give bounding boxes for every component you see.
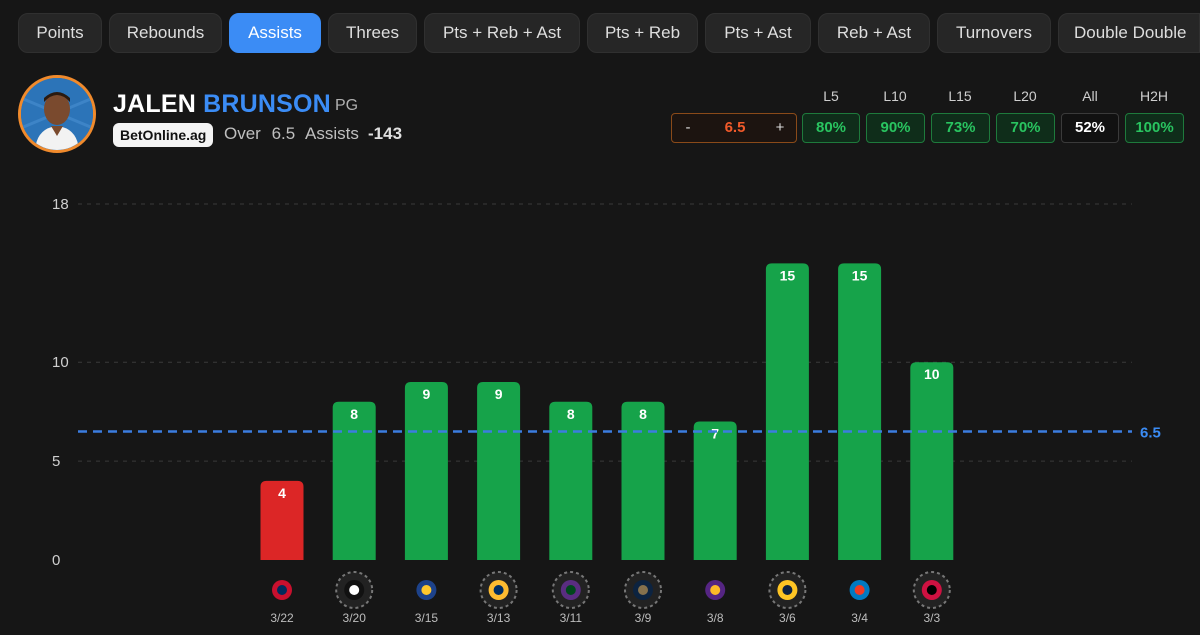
hit-rate-l20[interactable]: 70% [996, 113, 1055, 143]
tab-turnovers[interactable]: Turnovers [937, 13, 1051, 53]
date-label: 3/3 [923, 611, 940, 625]
bar-3-8[interactable] [693, 421, 737, 560]
tab-assists[interactable]: Assists [229, 13, 321, 53]
tab-pts-reb-ast[interactable]: Pts + Reb + Ast [424, 13, 580, 53]
date-label: 3/4 [851, 611, 868, 625]
bar-value-label: 8 [567, 406, 575, 422]
prop-line: 6.5 [271, 124, 296, 143]
player-last-name: BRUNSON [203, 90, 331, 118]
wizards-logo-icon [272, 580, 292, 600]
bar-3-11[interactable] [549, 401, 593, 560]
bar-value-label: 4 [278, 485, 286, 501]
bar-3-4[interactable] [838, 263, 882, 560]
hit-rate-label-l15: L15 [948, 88, 972, 104]
bar-3-13[interactable] [477, 382, 521, 560]
bar-value-label: 9 [495, 386, 503, 402]
y-tick-label: 0 [52, 552, 60, 569]
date-label: 3/6 [779, 611, 796, 625]
bar-value-label: 9 [423, 386, 431, 402]
increase-line-button[interactable]: + [775, 119, 785, 136]
bar-3-20[interactable] [332, 401, 376, 560]
prop-side: Over [224, 124, 261, 143]
hit-rate-label-all: All [1082, 88, 1098, 104]
y-tick-label: 10 [52, 354, 69, 371]
hit-rate-l15[interactable]: 73% [931, 113, 990, 143]
hit-rate-all[interactable]: 52% [1061, 113, 1119, 143]
player-name: JALEN BRUNSON [113, 90, 331, 119]
date-label: 3/13 [487, 611, 511, 625]
line-stepper: - 6.5 + [671, 113, 797, 143]
prop-odds: -143 [368, 124, 403, 143]
prop-line-info: Over 6.5 Assists [224, 124, 365, 144]
jazz-logo-icon [551, 571, 590, 609]
y-tick-label: 18 [52, 196, 69, 213]
pacers-logo-icon [479, 571, 518, 609]
threshold-label: 6.5 [1140, 424, 1161, 441]
bar-3-6[interactable] [765, 263, 809, 560]
date-label: 3/15 [415, 611, 439, 625]
decrease-line-button[interactable]: - [685, 119, 691, 136]
date-label: 3/11 [560, 611, 583, 625]
bar-value-label: 8 [350, 406, 358, 422]
bar-value-label: 7 [711, 426, 719, 442]
bar-value-label: 8 [639, 406, 647, 422]
stat-tabs: Points Rebounds Assists Threes Pts + Reb… [0, 0, 1200, 66]
bar-value-label: 15 [852, 267, 868, 283]
bar-3-3[interactable] [910, 362, 954, 560]
hit-rate-l5[interactable]: 80% [802, 113, 860, 143]
tab-rebounds[interactable]: Rebounds [109, 13, 222, 53]
y-tick-label: 5 [52, 453, 60, 470]
bar-3-15[interactable] [404, 382, 448, 560]
tab-points[interactable]: Points [18, 13, 102, 53]
nuggets-logo-icon [768, 571, 807, 609]
player-avatar [18, 75, 96, 153]
player-position: PG [335, 97, 359, 114]
hit-rate-l10[interactable]: 90% [866, 113, 925, 143]
date-label: 3/20 [343, 611, 367, 625]
bar-3-9[interactable] [621, 401, 665, 560]
tab-pts-ast[interactable]: Pts + Ast [705, 13, 811, 53]
sportsbook-badge: BetOnline.ag [113, 123, 214, 147]
prop-stat: Assists [305, 124, 359, 143]
raptors-logo-icon [912, 571, 951, 609]
date-label: 3/9 [635, 611, 652, 625]
tab-double-double[interactable]: Double Double [1058, 13, 1200, 53]
pelicans-logo-icon [624, 571, 662, 609]
hit-rate-label-l20: L20 [1013, 88, 1037, 104]
hit-rate-h2h[interactable]: 100% [1125, 113, 1184, 143]
date-label: 3/22 [270, 611, 294, 625]
assists-bar-chart: 0 5 10 18 4 8 9 9 8 8 7 15 15 10 3/22 3/20 3/15 3/13 3/1… [52, 196, 1161, 625]
nets-logo-icon [335, 571, 374, 609]
bar-value-label: 15 [780, 267, 796, 283]
hit-rate-label-l5: L5 [823, 88, 839, 104]
bar-value-label: 10 [924, 366, 940, 382]
hit-rate-label-l10: L10 [883, 88, 907, 104]
tab-pts-reb[interactable]: Pts + Reb [587, 13, 698, 53]
line-value: 6.5 [724, 119, 746, 136]
warriors-logo-icon [416, 580, 437, 600]
bar-3-22[interactable] [260, 480, 304, 560]
tab-reb-ast[interactable]: Reb + Ast [818, 13, 930, 53]
tab-threes[interactable]: Threes [328, 13, 417, 53]
hit-rate-label-h2h: H2H [1139, 88, 1168, 104]
lakers-logo-icon [705, 580, 726, 600]
player-first-name: JALEN [113, 90, 196, 118]
thunder-logo-icon [849, 580, 870, 600]
date-label: 3/8 [707, 611, 724, 625]
